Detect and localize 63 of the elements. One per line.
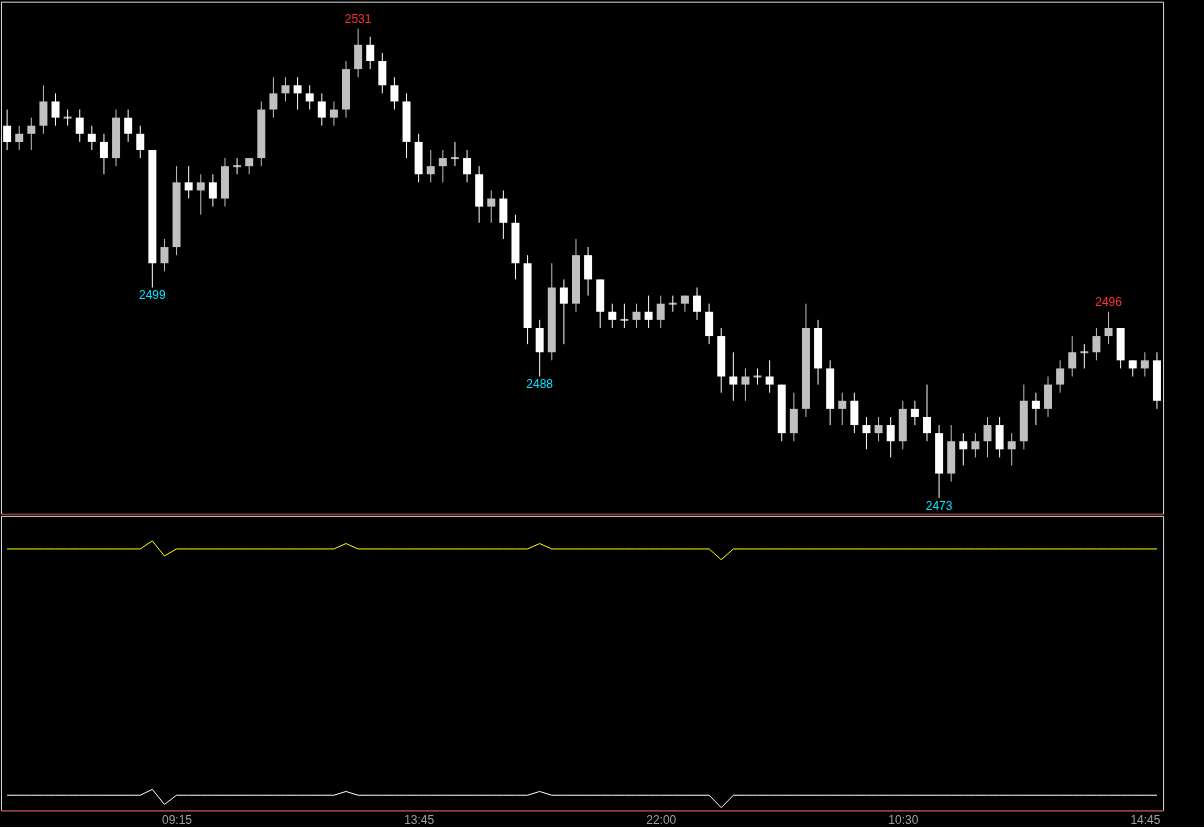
candlestick bbox=[329, 100, 338, 127]
candlestick bbox=[233, 157, 242, 175]
x-tick-label: 14:45 bbox=[1130, 812, 1161, 827]
candlestick bbox=[438, 149, 447, 183]
candlestick bbox=[390, 76, 399, 111]
candlestick bbox=[487, 189, 496, 224]
candlestick bbox=[196, 173, 205, 216]
candlestick bbox=[136, 125, 145, 159]
candlestick bbox=[426, 149, 435, 183]
x-tick-label: 13:45 bbox=[404, 812, 435, 827]
candlestick bbox=[366, 36, 375, 70]
candlestick bbox=[886, 416, 895, 458]
annotation: 2499 bbox=[139, 288, 166, 303]
candlestick bbox=[741, 367, 750, 402]
x-tick-label: 10:30 bbox=[888, 812, 919, 827]
candlestick bbox=[208, 173, 217, 208]
candlestick bbox=[27, 117, 36, 151]
candlestick bbox=[656, 295, 665, 329]
candlestick bbox=[608, 303, 617, 329]
candlestick bbox=[1031, 392, 1040, 426]
candlestick bbox=[680, 295, 689, 313]
candlestick bbox=[317, 92, 326, 127]
candlestick bbox=[620, 303, 629, 329]
candlestick bbox=[305, 84, 314, 111]
candlestick bbox=[1092, 327, 1101, 361]
candlestick bbox=[160, 238, 169, 272]
x-tick-label: 09:15 bbox=[162, 812, 193, 827]
candlestick bbox=[971, 432, 980, 458]
candlestick bbox=[1104, 311, 1113, 345]
candlestick bbox=[1068, 335, 1077, 378]
candlestick bbox=[753, 367, 762, 386]
candlestick bbox=[559, 278, 568, 345]
candlestick bbox=[862, 416, 871, 450]
annotation: 2496 bbox=[1095, 294, 1123, 309]
candlestick bbox=[75, 109, 84, 143]
candlestick bbox=[124, 109, 133, 143]
candlestick bbox=[874, 416, 883, 442]
candlestick bbox=[1056, 359, 1065, 394]
annotation: 2531 bbox=[344, 11, 372, 26]
candlestick bbox=[959, 432, 968, 466]
candlestick bbox=[99, 133, 108, 175]
candlestick bbox=[15, 125, 24, 151]
annotation: 2488 bbox=[526, 377, 554, 392]
candlestick bbox=[1140, 351, 1149, 378]
candlestick bbox=[693, 287, 702, 321]
candlestick bbox=[3, 109, 12, 151]
candlestick bbox=[293, 76, 302, 111]
candlestick bbox=[1007, 432, 1016, 466]
candlestick bbox=[463, 149, 472, 183]
annotation: 2473 bbox=[925, 498, 953, 513]
candlestick bbox=[269, 76, 278, 119]
candlestick bbox=[910, 400, 919, 426]
candlestick bbox=[765, 359, 774, 394]
candlestick bbox=[87, 125, 96, 151]
candlestick bbox=[729, 351, 738, 402]
candlestick bbox=[922, 384, 931, 442]
candlestick bbox=[51, 92, 60, 127]
x-tick-label: 22:00 bbox=[646, 812, 677, 827]
candlestick bbox=[838, 392, 847, 426]
candlestick bbox=[644, 295, 653, 329]
candlestick bbox=[1080, 343, 1089, 369]
candlestick bbox=[450, 141, 459, 167]
candlestick bbox=[184, 165, 193, 200]
